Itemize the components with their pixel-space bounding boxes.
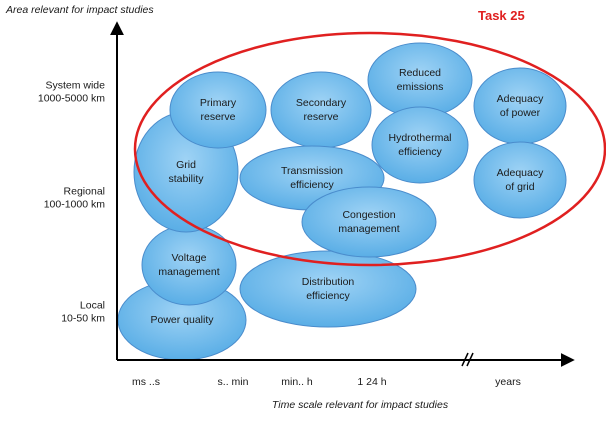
x-level-label: s.. min <box>218 376 249 388</box>
node-label: Hydrothermal efficiency <box>388 132 451 158</box>
node-label-line: efficiency <box>290 179 334 191</box>
node: Adequacy of power <box>473 67 567 145</box>
node-label-line: efficiency <box>398 146 442 158</box>
node-ellipse <box>169 71 267 149</box>
node-label-line: reserve <box>200 111 235 123</box>
node-label: Distribution efficiency <box>302 276 355 302</box>
y-level-label: Regional 100-1000 km <box>44 185 106 210</box>
node-label-line: Grid <box>176 159 196 171</box>
y-level-label-line: Regional <box>64 185 105 197</box>
node-label-line: stability <box>168 173 204 185</box>
node-label-line: management <box>158 266 219 278</box>
node-ellipse <box>371 106 469 184</box>
node-ellipse <box>239 250 417 328</box>
node-label: Voltage management <box>158 252 219 278</box>
node-label-line: Adequacy <box>497 167 544 179</box>
node-label-line: of power <box>500 107 541 119</box>
y-level-label-line: 100-1000 km <box>44 198 106 210</box>
node: Hydrothermal efficiency <box>371 106 469 184</box>
node-label: Secondary reserve <box>296 97 347 123</box>
node-label: Power quality <box>150 314 214 326</box>
node-label: Transmission efficiency <box>281 165 343 191</box>
x-level-label: 1 24 h <box>357 376 386 388</box>
node: Reduced emissions <box>367 42 473 118</box>
x-level-label: ms ..s <box>132 376 160 388</box>
y-level-label-line: Local <box>80 299 105 311</box>
y-level-label: System wide 1000-5000 km <box>38 79 105 104</box>
axis-break <box>461 352 474 367</box>
node-label: Adequacy of power <box>497 93 544 119</box>
node: Voltage management <box>141 224 237 306</box>
node-label-line: Reduced <box>399 67 441 79</box>
nodes: Power quality Voltage management Distributi… <box>117 42 567 361</box>
y-level-label-line: 10-50 km <box>61 312 105 324</box>
node-label: Grid stability <box>168 159 204 185</box>
node-label-line: Primary <box>200 97 237 109</box>
node-label: Reduced emissions <box>397 67 444 93</box>
node-label-line: reserve <box>303 111 338 123</box>
node: Power quality <box>117 279 247 361</box>
node: Distribution efficiency <box>239 250 417 328</box>
node-label-line: Hydrothermal <box>388 132 451 144</box>
node-label-line: Congestion <box>342 209 395 221</box>
node-label-line: Transmission <box>281 165 343 177</box>
node-label-line: Voltage <box>171 252 206 264</box>
node-label-line: management <box>338 223 399 235</box>
node-label-line: of grid <box>505 181 534 193</box>
y-level-label-line: 1000-5000 km <box>38 92 105 104</box>
y-level-label-line: System wide <box>45 79 105 91</box>
y-level-label: Local 10-50 km <box>61 299 105 324</box>
x-axis-title: Time scale relevant for impact studies <box>272 399 449 411</box>
node-ellipse <box>473 141 567 219</box>
task-label: Task 25 <box>478 8 525 23</box>
node-label-line: Distribution <box>302 276 355 288</box>
node: Adequacy of grid <box>473 141 567 219</box>
node-label: Adequacy of grid <box>497 167 544 193</box>
node-label: Congestion management <box>338 209 399 235</box>
node-label-line: Adequacy <box>497 93 544 105</box>
x-level-label: min.. h <box>281 376 313 388</box>
node: Primary reserve <box>169 71 267 149</box>
node-label-line: efficiency <box>306 290 350 302</box>
node: Congestion management <box>301 186 437 258</box>
node-label-line: emissions <box>397 81 444 93</box>
node-label: Primary reserve <box>200 97 237 123</box>
node: Secondary reserve <box>270 71 372 149</box>
node-label-line: Power quality <box>150 314 214 326</box>
task-boundary <box>133 31 606 267</box>
y-axis-title: Area relevant for impact studies <box>5 4 154 16</box>
axis-labels: System wide 1000-5000 km Regional 100-1000 … <box>38 79 521 388</box>
x-level-label: years <box>495 376 521 388</box>
node-ellipse <box>301 186 437 258</box>
node-label-line: Secondary <box>296 97 347 109</box>
